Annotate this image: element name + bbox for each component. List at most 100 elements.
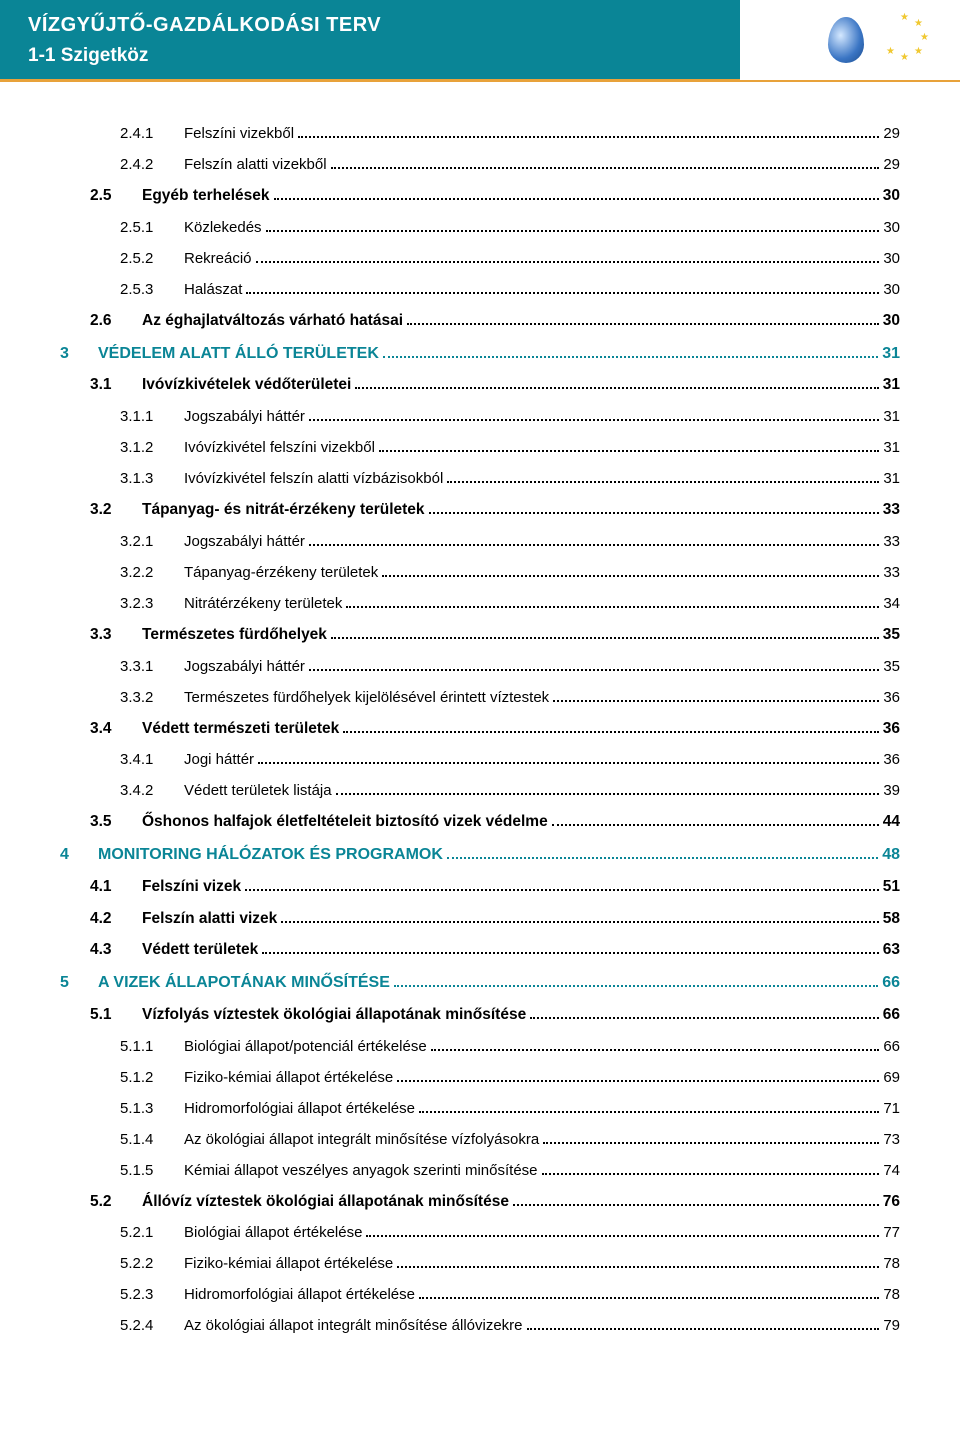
toc-page: 31 [883,405,900,429]
toc-row: 4.1Felszíni vizek51 [90,875,900,900]
toc-row: 3.2Tápanyag- és nitrát-érzékeny területe… [90,498,900,523]
toc-number: 5.1.4 [120,1128,170,1152]
toc-row: 5.1.3Hidromorfológiai állapot értékelése… [120,1097,900,1121]
document-header: VÍZGYŰJTŐ-GAZDÁLKODÁSI TERV 1-1 Szigetkö… [0,0,960,79]
toc-label: Természetes fürdőhelyek kijelölésével ér… [184,686,549,710]
toc-number: 2.5.1 [120,216,170,240]
toc-leader-dots [262,942,878,954]
toc-leader-dots [397,1070,879,1082]
toc-page: 34 [883,592,900,616]
toc-page: 29 [883,122,900,146]
toc-page: 30 [883,309,900,334]
toc-row: 3.2.2Tápanyag-érzékeny területek33 [120,561,900,585]
toc-leader-dots [419,1101,879,1113]
toc-leader-dots [383,345,878,358]
toc-page: 44 [883,810,900,835]
toc-number: 3 [60,341,84,367]
toc-page: 66 [882,970,900,996]
toc-row: 3.3Természetes fürdőhelyek35 [90,623,900,648]
toc-page: 51 [883,875,900,900]
toc-leader-dots [346,596,879,608]
toc-page: 71 [883,1097,900,1121]
toc-row: 5.2.4Az ökológiai állapot integrált minő… [120,1314,900,1338]
toc-page: 79 [883,1314,900,1338]
toc-page: 36 [883,717,900,742]
toc-label: Vízfolyás víztestek ökológiai állapotána… [142,1003,526,1028]
toc-content: 2.4.1Felszíni vizekből29 2.4.2Felszín ala… [0,82,960,1375]
toc-row: 5.1.1Biológiai állapot/potenciál értékel… [120,1035,900,1059]
toc-label: Jogi háttér [184,748,254,772]
toc-row: 2.4.2Felszín alatti vizekből29 [120,153,900,177]
header-logo: ★ ★ ★ ★ ★ ★ [740,0,960,80]
toc-leader-dots [543,1132,879,1144]
toc-label: Rekreáció [184,247,252,271]
toc-number: 5 [60,970,84,996]
toc-number: 2.5 [90,184,128,209]
toc-page: 29 [883,153,900,177]
toc-leader-dots [274,188,879,200]
toc-row: 3.4.1Jogi háttér36 [120,748,900,772]
toc-label: A VIZEK ÁLLAPOTÁNAK MINŐSÍTÉSE [98,970,390,996]
toc-page: 66 [883,1035,900,1059]
toc-row: 3.4 Védett természeti területek 36 [90,717,900,742]
toc-leader-dots [553,690,879,702]
toc-row: 2.5.3Halászat30 [120,278,900,302]
toc-number: 3.2 [90,498,128,523]
toc-label: Fiziko-kémiai állapot értékelése [184,1066,393,1090]
toc-number: 2.4.1 [120,122,170,146]
toc-label: Hidromorfológiai állapot értékelése [184,1283,415,1307]
toc-leader-dots [397,1256,879,1268]
toc-leader-dots [379,440,879,452]
toc-label: Jogszabályi háttér [184,655,305,679]
toc-label: Ivóvízkivétel felszín alatti vízbázisokb… [184,467,443,491]
toc-row: 4.3Védett területek63 [90,938,900,963]
toc-label: Biológiai állapot értékelése [184,1221,362,1245]
toc-row: 5.2.1Biológiai állapot értékelése77 [120,1221,900,1245]
stars-icon: ★ ★ ★ ★ ★ ★ [880,12,930,62]
toc-label: Ivóvízkivétel felszíni vizekből [184,436,375,460]
toc-leader-dots [447,471,879,483]
toc-number: 3.1.1 [120,405,170,429]
toc-leader-dots [331,626,879,638]
toc-page: 39 [883,779,900,803]
droplet-icon [828,17,864,63]
toc-number: 3.4.1 [120,748,170,772]
toc-label: Az ökológiai állapot integrált minősítés… [184,1128,539,1152]
toc-leader-dots [309,534,879,546]
toc-number: 5.1.1 [120,1035,170,1059]
toc-leader-dots [552,814,879,826]
toc-row: 2.4.1Felszíni vizekből29 [120,122,900,146]
toc-row: 3.5Őshonos halfajok életfeltételeit bizt… [90,810,900,835]
toc-leader-dots [513,1193,879,1205]
toc-leader-dots [336,783,880,795]
toc-leader-dots [407,312,879,324]
toc-page: 69 [883,1066,900,1090]
toc-page: 33 [883,561,900,585]
toc-row: 5.2Állóvíz víztestek ökológiai állapotán… [90,1190,900,1215]
toc-page: 48 [882,842,900,868]
toc-number: 5.2.2 [120,1252,170,1276]
toc-leader-dots [309,659,879,671]
toc-number: 3.4 [90,717,128,742]
toc-leader-dots [355,377,878,389]
toc-leader-dots [343,720,878,732]
toc-row: 3.1.3Ivóvízkivétel felszín alatti vízbáz… [120,467,900,491]
toc-label: Védett természeti területek [142,717,339,742]
toc-row: 3.2.1Jogszabályi háttér33 [120,530,900,554]
toc-number: 2.4.2 [120,153,170,177]
toc-label: Felszíni vizek [142,875,241,900]
toc-label: Őshonos halfajok életfeltételeit biztosí… [142,810,548,835]
toc-number: 5.2.4 [120,1314,170,1338]
toc-row: 2.6Az éghajlatváltozás várható hatásai30 [90,309,900,334]
toc-leader-dots [298,126,879,138]
toc-leader-dots [542,1163,880,1175]
toc-number: 4.3 [90,938,128,963]
toc-number: 5.2 [90,1190,128,1215]
toc-row: 5.1Vízfolyás víztestek ökológiai állapot… [90,1003,900,1028]
toc-number: 3.2.3 [120,592,170,616]
toc-number: 3.3.1 [120,655,170,679]
toc-row: 5 A VIZEK ÁLLAPOTÁNAK MINŐSÍTÉSE 66 [60,970,900,996]
toc-leader-dots [246,282,879,294]
toc-page: 30 [883,278,900,302]
toc-number: 3.3 [90,623,128,648]
